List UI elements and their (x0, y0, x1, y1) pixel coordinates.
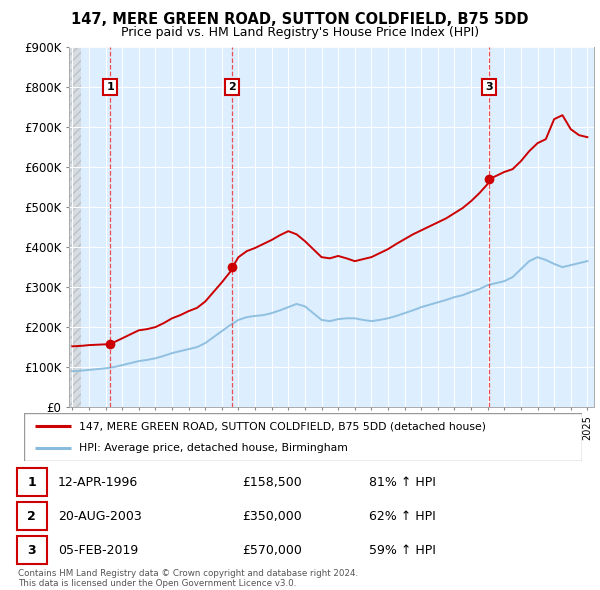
Text: HPI: Average price, detached house, Birmingham: HPI: Average price, detached house, Birm… (79, 443, 347, 453)
FancyBboxPatch shape (17, 536, 47, 565)
Text: £350,000: £350,000 (242, 510, 302, 523)
Text: 2: 2 (27, 510, 36, 523)
FancyBboxPatch shape (17, 502, 47, 530)
Text: Price paid vs. HM Land Registry's House Price Index (HPI): Price paid vs. HM Land Registry's House … (121, 26, 479, 39)
Text: 3: 3 (27, 544, 36, 557)
Text: 1: 1 (27, 476, 36, 489)
Text: 1: 1 (106, 82, 114, 92)
Text: 147, MERE GREEN ROAD, SUTTON COLDFIELD, B75 5DD: 147, MERE GREEN ROAD, SUTTON COLDFIELD, … (71, 12, 529, 27)
Text: 62% ↑ HPI: 62% ↑ HPI (369, 510, 436, 523)
FancyBboxPatch shape (24, 413, 582, 461)
Text: 59% ↑ HPI: 59% ↑ HPI (369, 544, 436, 557)
Text: 20-AUG-2003: 20-AUG-2003 (58, 510, 142, 523)
Text: Contains HM Land Registry data © Crown copyright and database right 2024.
This d: Contains HM Land Registry data © Crown c… (18, 569, 358, 588)
Text: 05-FEB-2019: 05-FEB-2019 (58, 544, 139, 557)
Text: 81% ↑ HPI: 81% ↑ HPI (369, 476, 436, 489)
Text: 2: 2 (229, 82, 236, 92)
Text: 12-APR-1996: 12-APR-1996 (58, 476, 139, 489)
Text: 147, MERE GREEN ROAD, SUTTON COLDFIELD, B75 5DD (detached house): 147, MERE GREEN ROAD, SUTTON COLDFIELD, … (79, 421, 485, 431)
FancyBboxPatch shape (17, 468, 47, 496)
Text: £158,500: £158,500 (242, 476, 302, 489)
Bar (69, 47, 80, 407)
Text: £570,000: £570,000 (242, 544, 302, 557)
Text: 3: 3 (485, 82, 493, 92)
